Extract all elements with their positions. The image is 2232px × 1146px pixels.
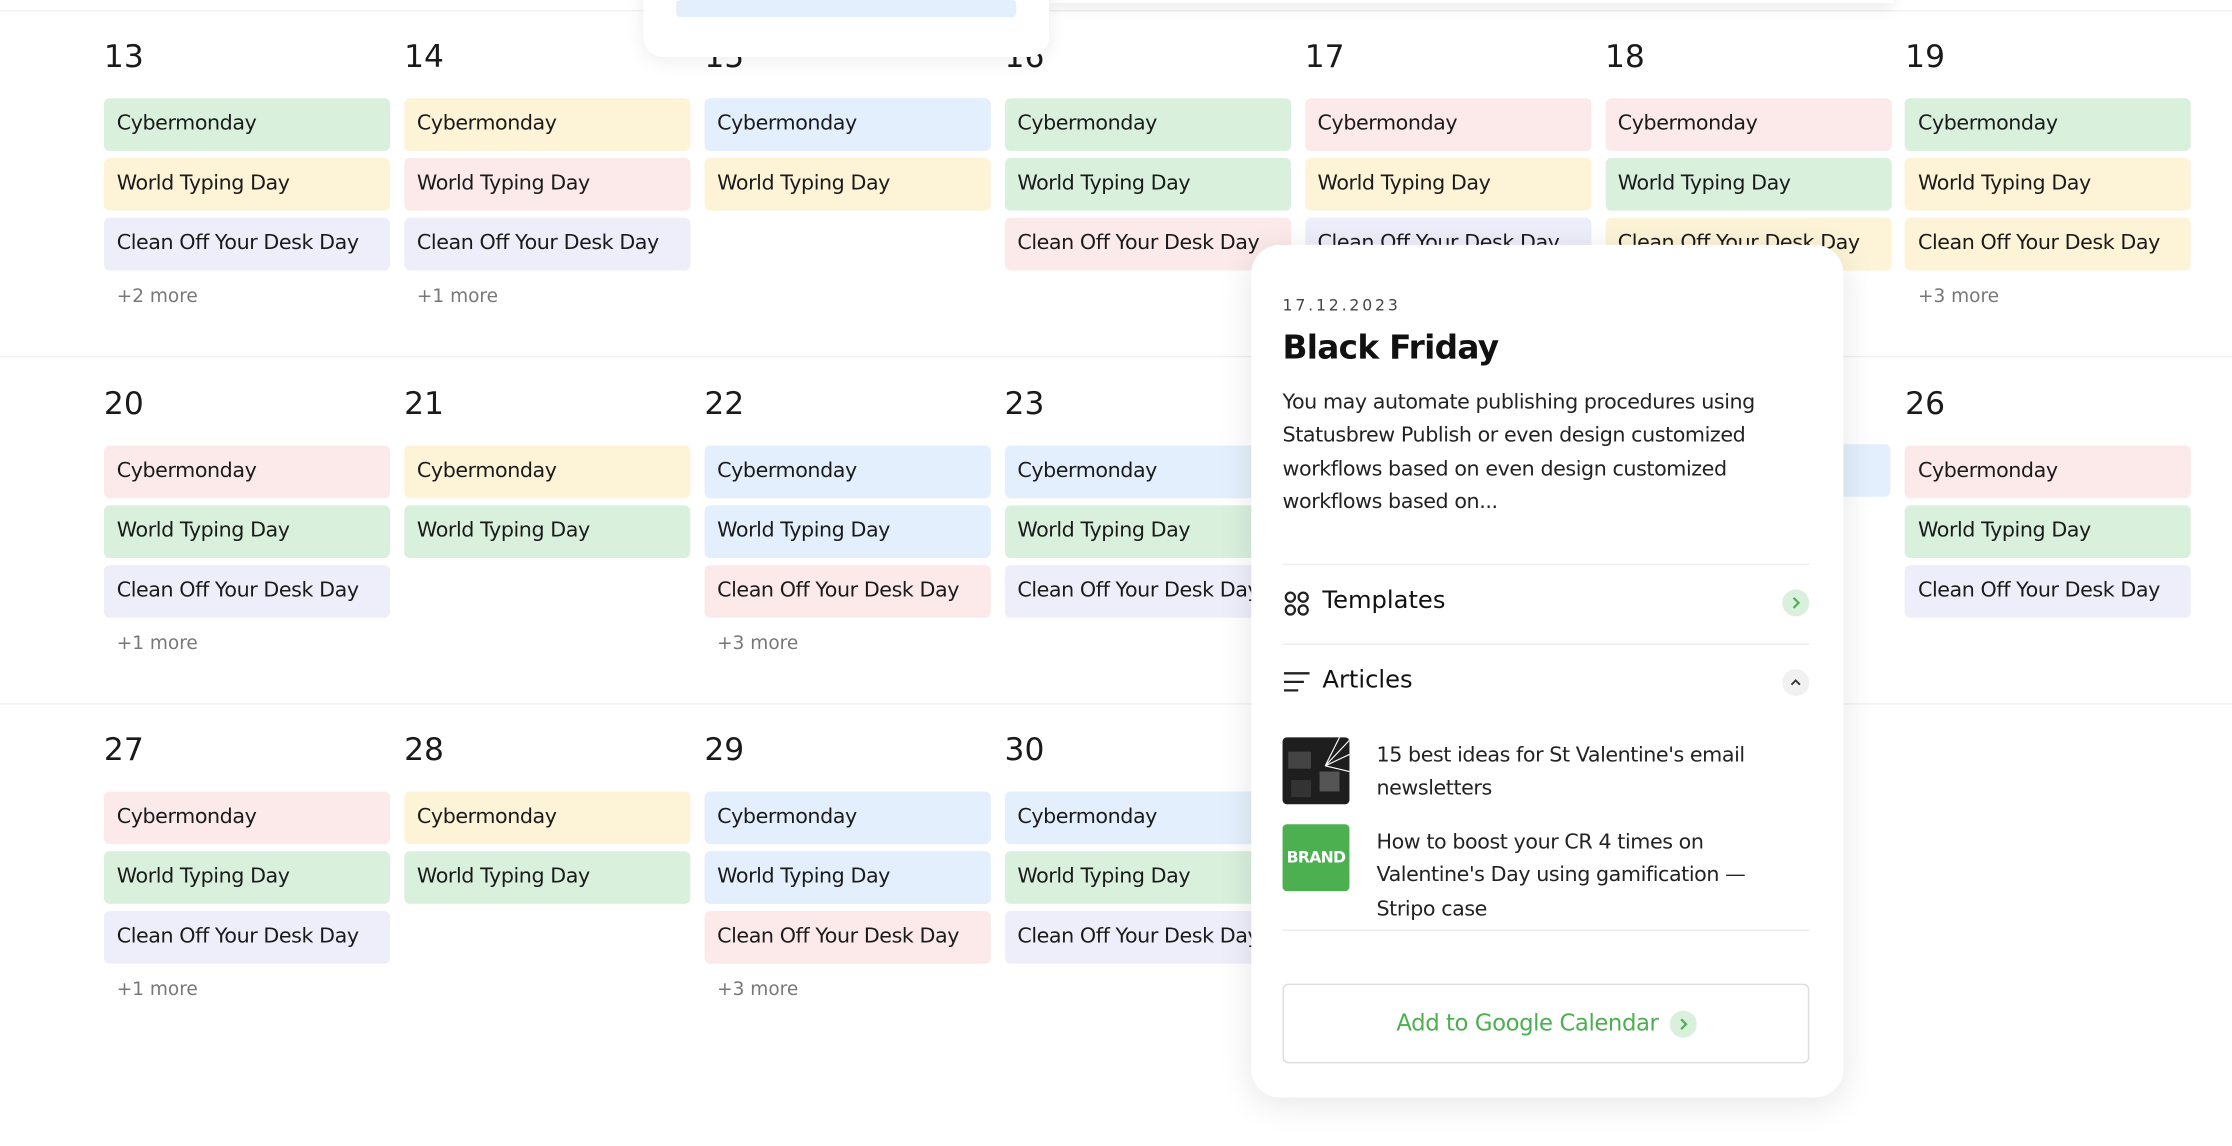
event-pill[interactable]: Clean Off Your Desk Day: [103, 911, 391, 964]
divider: [1282, 563, 1810, 566]
event-pill[interactable]: Cybermonday: [404, 444, 691, 498]
event-pill[interactable]: Cybermonday: [704, 791, 991, 845]
day-number: 14: [404, 39, 444, 76]
day-number: 29: [704, 733, 745, 769]
event-pill[interactable]: World Typing Day: [404, 851, 691, 904]
day-number: 21: [404, 386, 444, 423]
event-pill[interactable]: Cybermonday: [1604, 98, 1892, 151]
event-pill[interactable]: Cybermonday: [404, 791, 691, 845]
templates-expand[interactable]: [1782, 589, 1810, 617]
event-pill[interactable]: World Typing Day: [404, 158, 691, 211]
article-title[interactable]: 15 best ideas for St Valentine's email n…: [1376, 744, 1745, 801]
header-shadow: [1049, 0, 1894, 3]
popup-description: You may automate publishing procedures u…: [1282, 391, 1756, 514]
day-number: 22: [704, 386, 745, 423]
divider: [1282, 643, 1810, 645]
event-pill[interactable]: World Typing Day: [1004, 158, 1291, 211]
event-pill[interactable]: Cybermonday: [704, 444, 991, 498]
articles-toggle[interactable]: Articles: [1322, 666, 1413, 695]
event-pill[interactable]: World Typing Day: [1905, 504, 2192, 558]
event-pill[interactable]: Clean Off Your Desk Day: [103, 564, 391, 618]
popup-title: Black Friday: [1282, 330, 1500, 368]
event-pill[interactable]: Clean Off Your Desk Day: [1004, 564, 1291, 618]
event-pill[interactable]: World Typing Day: [704, 504, 991, 558]
event-pill[interactable]: World Typing Day: [103, 158, 391, 211]
day-number: 28: [404, 733, 444, 769]
more-link[interactable]: +1 more: [116, 979, 198, 1001]
button-label: Add to Google Calendar: [1396, 1009, 1659, 1037]
event-pill[interactable]: Clean Off Your Desk Day: [404, 217, 691, 271]
event-pill[interactable]: World Typing Day: [1604, 158, 1892, 211]
event-pill[interactable]: Cybermonday: [103, 791, 391, 845]
more-link[interactable]: +3 more: [717, 979, 799, 1001]
event-pill[interactable]: Clean Off Your Desk Day: [103, 217, 391, 271]
articles-collapse[interactable]: [1782, 669, 1810, 697]
day-number: 13: [103, 39, 144, 76]
event-pill[interactable]: Cybermonday: [1004, 791, 1291, 845]
divider: [0, 355, 2232, 358]
templates-icon: [1284, 591, 1309, 616]
event-pill[interactable]: Cybermonday: [1304, 98, 1591, 151]
article-title[interactable]: How to boost your CR 4 times on Valentin…: [1376, 831, 1746, 921]
event-pill[interactable]: World Typing Day: [103, 851, 391, 904]
event-pill[interactable]: Clean Off Your Desk Day: [1004, 217, 1291, 271]
event-pill[interactable]: Cybermonday: [1004, 444, 1291, 498]
article-thumbnail: [1282, 737, 1350, 805]
event-pill[interactable]: World Typing Day: [1905, 158, 2192, 211]
divider: [0, 703, 2232, 705]
divider: [0, 9, 2232, 12]
more-link[interactable]: +2 more: [116, 286, 198, 308]
add-to-calendar-button[interactable]: Add to Google Calendar: [1282, 983, 1810, 1064]
popup-date: 17.12.2023: [1282, 296, 1401, 315]
event-pill[interactable]: Cybermonday: [704, 98, 991, 151]
day-number: 27: [103, 733, 144, 769]
event-pill[interactable]: Clean Off Your Desk Day: [704, 564, 991, 618]
event-pill[interactable]: Cybermonday: [103, 98, 391, 151]
more-link[interactable]: +1 more: [416, 286, 499, 308]
templates-toggle[interactable]: Templates: [1322, 586, 1446, 615]
event-pill[interactable]: World Typing Day: [1004, 851, 1291, 904]
day-number: 17: [1304, 39, 1345, 76]
button-icon: [1669, 1010, 1697, 1038]
event-pill[interactable]: World Typing Day: [404, 504, 691, 558]
divider: [1282, 929, 1810, 931]
event-pill[interactable]: World Typing Day: [704, 158, 991, 211]
more-link[interactable]: +1 more: [116, 632, 198, 655]
day-number: 23: [1004, 386, 1045, 423]
day-number: 19: [1905, 39, 1946, 76]
day-number: 20: [103, 386, 144, 423]
day-number: 18: [1604, 39, 1645, 76]
event-popup: 17.12.2023 Black Friday You may automate…: [1251, 244, 1844, 1098]
event-pill[interactable]: World Typing Day: [1304, 158, 1591, 211]
mini-card-bar: [676, 0, 1017, 18]
event-pill[interactable]: Clean Off Your Desk Day: [1004, 911, 1291, 964]
event-pill[interactable]: World Typing Day: [1004, 504, 1291, 558]
article-thumbnail: BRAND: [1282, 824, 1350, 892]
event-pill[interactable]: Clean Off Your Desk Day: [1905, 564, 2192, 618]
day-number: 30: [1004, 733, 1045, 769]
mini-card: [643, 0, 1050, 57]
event-pill[interactable]: World Typing Day: [103, 504, 391, 558]
event-pill[interactable]: Cybermonday: [1905, 98, 2192, 151]
event-pill[interactable]: World Typing Day: [704, 851, 991, 904]
event-pill[interactable]: Clean Off Your Desk Day: [1905, 217, 2192, 271]
more-link[interactable]: +3 more: [717, 632, 799, 655]
event-pill[interactable]: Cybermonday: [1905, 444, 2192, 498]
event-pill[interactable]: Cybermonday: [1004, 98, 1291, 151]
articles-icon: [1283, 672, 1310, 692]
event-pill[interactable]: Cybermonday: [103, 444, 391, 498]
event-pill[interactable]: Clean Off Your Desk Day: [704, 911, 991, 964]
day-number: 26: [1905, 386, 1946, 423]
more-link[interactable]: +3 more: [1917, 286, 2000, 308]
event-pill[interactable]: Cybermonday: [404, 98, 691, 151]
